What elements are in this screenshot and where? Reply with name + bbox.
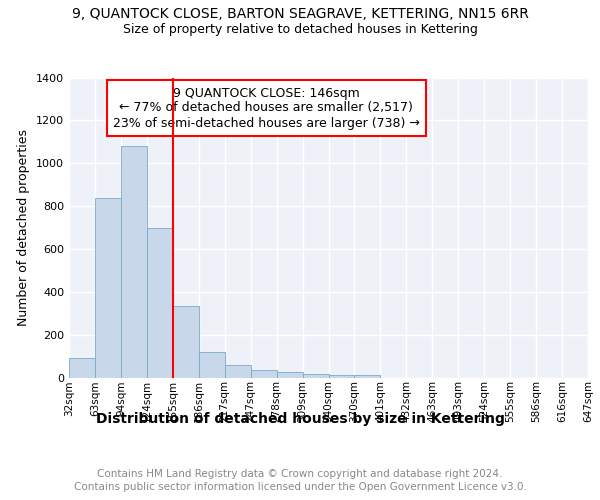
Text: Contains public sector information licensed under the Open Government Licence v3: Contains public sector information licen… — [74, 482, 526, 492]
Bar — [225, 364, 251, 378]
Bar — [95, 198, 121, 378]
Bar — [355, 376, 380, 378]
Bar — [147, 228, 173, 378]
Text: Contains HM Land Registry data © Crown copyright and database right 2024.: Contains HM Land Registry data © Crown c… — [97, 469, 503, 479]
Text: Distribution of detached houses by size in Kettering: Distribution of detached houses by size … — [95, 412, 505, 426]
Y-axis label: Number of detached properties: Number of detached properties — [17, 129, 31, 326]
Bar — [329, 376, 355, 378]
Text: Size of property relative to detached houses in Kettering: Size of property relative to detached ho… — [122, 22, 478, 36]
Bar — [69, 358, 95, 378]
Text: 9 QUANTOCK CLOSE: 146sqm
← 77% of detached houses are smaller (2,517)
23% of sem: 9 QUANTOCK CLOSE: 146sqm ← 77% of detach… — [113, 86, 419, 130]
Bar — [121, 146, 147, 378]
Bar — [251, 370, 277, 378]
Bar — [277, 372, 302, 378]
Text: 9, QUANTOCK CLOSE, BARTON SEAGRAVE, KETTERING, NN15 6RR: 9, QUANTOCK CLOSE, BARTON SEAGRAVE, KETT… — [71, 8, 529, 22]
Bar — [302, 374, 329, 378]
Bar — [199, 352, 224, 378]
Bar — [173, 306, 199, 378]
